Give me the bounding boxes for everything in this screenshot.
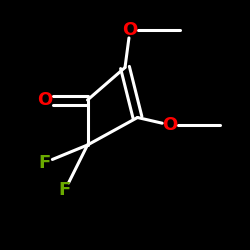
Text: O: O [162, 116, 178, 134]
Text: F: F [39, 154, 51, 172]
Text: F: F [59, 181, 71, 199]
Text: O: O [38, 91, 52, 109]
Text: O: O [122, 21, 138, 39]
